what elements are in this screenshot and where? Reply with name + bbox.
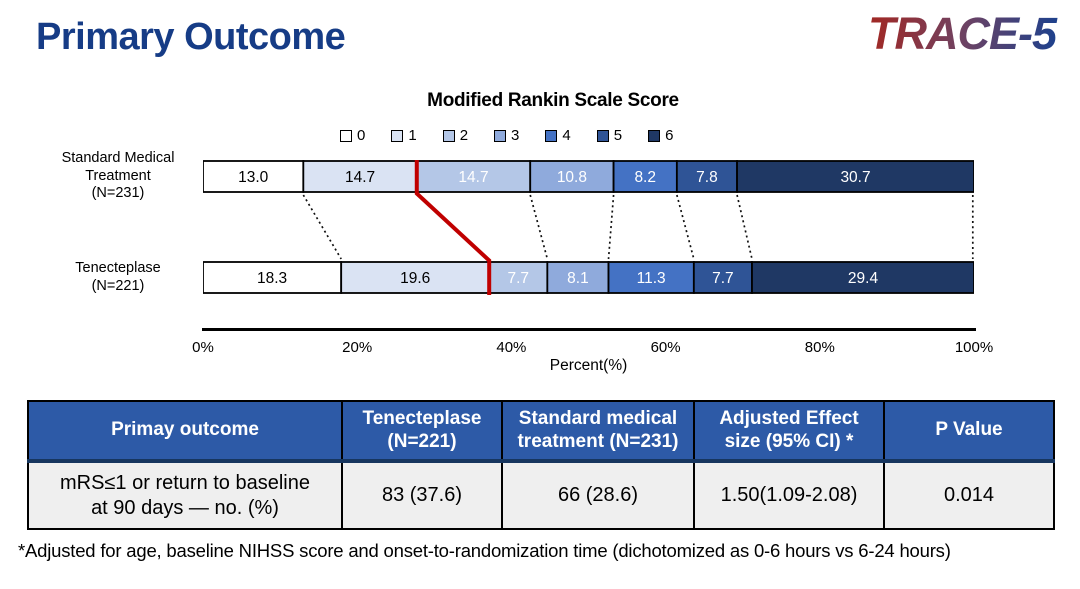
bar-value-label: 13.0	[238, 169, 269, 186]
legend-swatch-icon	[494, 129, 507, 142]
bar-segment-mrs3-bar1	[546, 261, 610, 294]
footnote: *Adjusted for age, baseline NIHSS score …	[18, 540, 951, 561]
outcome-table: Primay outcome Tenecteplase (N=221) Stan…	[27, 400, 1055, 530]
cell-p-value: 0.014	[883, 460, 1055, 530]
x-axis-line	[202, 328, 976, 331]
legend-label: 4	[562, 127, 571, 144]
legend-item-mrs-6: 6	[648, 127, 673, 144]
legend-label: 3	[511, 127, 520, 144]
legend-swatch-icon	[442, 129, 455, 142]
trace5-logo: TRACE-5	[868, 8, 1064, 60]
bar-value-label: 11.3	[637, 270, 666, 287]
bar-segment-mrs1-bar1	[340, 261, 491, 294]
red-divider-line	[414, 160, 492, 295]
cell-standard-value: 66 (28.6)	[501, 460, 695, 530]
bar-value-label: 8.2	[634, 169, 656, 186]
legend-swatch-icon	[648, 129, 661, 142]
stacked-bar-plot: 13.0 14.7 14.7 10.8 8.2 7.8 30.7 18.3 19.6 7.7 8.1…	[203, 160, 974, 295]
table-header-row: Primay outcome Tenecteplase (N=221) Stan…	[27, 400, 1055, 463]
connector-dotted-line	[302, 194, 342, 260]
legend-swatch-icon	[340, 129, 352, 142]
legend-item-mrs-5: 5	[596, 127, 623, 144]
connector-dotted-line	[607, 194, 615, 260]
bar-value-label: 30.7	[840, 169, 870, 186]
header-effect-size: Adjusted Effect size (95% CI) *	[693, 400, 885, 463]
table-row: mRS≤1 or return to baseline at 90 days —…	[27, 460, 1055, 530]
cell-outcome-label: mRS≤1 or return to baseline at 90 days —…	[27, 460, 343, 530]
header-standard-treatment: Standard medical treatment (N=231)	[501, 400, 695, 463]
legend-label: 5	[613, 127, 623, 144]
cell-tenecteplase-value: 83 (37.6)	[341, 460, 503, 530]
header-p-value: P Value	[883, 400, 1055, 463]
chart-legend: 0 1 2 3 4 5 6	[340, 127, 673, 144]
bar-segment-mrs4-bar1	[607, 261, 695, 294]
x-tick-label: 60%	[650, 339, 681, 356]
connector-dotted-line	[529, 194, 549, 260]
connector-dotted-line	[676, 194, 695, 260]
bar-label-tenecteplase: Tenecteplase (N=221)	[75, 260, 161, 294]
legend-label: 0	[357, 127, 366, 144]
legend-item-mrs-4: 4	[545, 127, 571, 144]
bar-value-label: 14.7	[458, 169, 488, 186]
x-tick-label: 20%	[342, 339, 373, 356]
x-tick-label: 40%	[496, 339, 527, 356]
legend-label: 6	[665, 127, 674, 144]
legend-item-mrs-0: 0	[340, 127, 365, 144]
header-tenecteplase: Tenecteplase (N=221)	[341, 400, 503, 463]
x-tick-label: 0%	[192, 339, 214, 356]
bar-segment-mrs5-bar0	[675, 160, 738, 193]
x-tick-label: 80%	[804, 339, 835, 356]
x-axis-title: Percent(%)	[549, 357, 628, 374]
bar-value-label: 7.8	[696, 169, 718, 186]
cell-effect-size-value: 1.50(1.09-2.08)	[693, 460, 885, 530]
legend-label: 1	[408, 127, 417, 144]
bar-value-label: 10.8	[557, 169, 587, 186]
bar-value-label: 7.7	[712, 270, 734, 287]
bar-value-label: 29.4	[848, 270, 879, 287]
bar-value-label: 14.7	[345, 169, 375, 186]
legend-label: 2	[459, 127, 469, 144]
bar-value-label: 19.6	[400, 270, 430, 287]
header-primary-outcome: Primay outcome	[27, 400, 343, 463]
bar-label-standard-treatment: Standard Medical Treatment (N=231)	[61, 150, 175, 202]
bar-segment-mrs3-bar0	[529, 160, 615, 193]
chart-title: Modified Rankin Scale Score	[427, 90, 679, 111]
page-title: Primary Outcome	[36, 16, 346, 58]
bar-segment-mrs5-bar1	[692, 261, 753, 294]
legend-item-mrs-3: 3	[494, 127, 519, 144]
bar-value-label: 8.1	[567, 270, 589, 287]
connector-dotted-line	[736, 194, 753, 260]
bar-value-label: 7.7	[507, 270, 529, 287]
legend-swatch-icon	[596, 129, 609, 142]
legend-item-mrs-1: 1	[391, 127, 417, 144]
legend-swatch-icon	[545, 129, 558, 142]
bar-segment-mrs0-bar1	[203, 261, 343, 294]
x-tick-label: 100%	[954, 339, 994, 356]
bar-value-label: 18.3	[257, 270, 287, 287]
legend-item-mrs-2: 2	[442, 127, 469, 144]
legend-swatch-icon	[391, 129, 404, 142]
